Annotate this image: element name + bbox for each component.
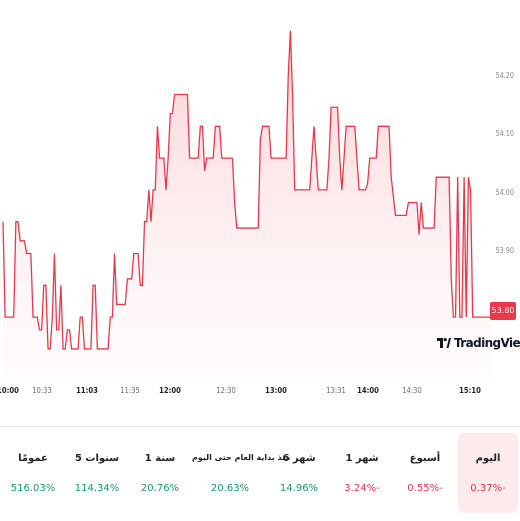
performance-periods: عمومًا 516.03% 5 سنوات 114.34% 1 سنة 20.…	[0, 426, 520, 521]
x-tick-label: 14:00	[357, 386, 379, 395]
period-change-value: 14.96%	[279, 483, 319, 494]
period-all-time[interactable]: عمومًا 516.03%	[6, 427, 60, 521]
period-label: 1 سنة	[144, 453, 176, 464]
period-label: أسبوع	[409, 453, 441, 464]
period-label: 5 سنوات	[74, 453, 120, 464]
y-tick-label: 54.20	[495, 71, 514, 80]
x-tick-label: 14:30	[402, 386, 422, 395]
period-label: منذ بداية العام حتى اليوم	[192, 453, 291, 462]
tradingview-logo[interactable]: TradingView	[437, 336, 520, 350]
price-line	[2, 30, 492, 350]
period-change-value: 20.76%	[140, 483, 180, 494]
period-1-week[interactable]: أسبوع 0.55%-	[396, 427, 454, 521]
tradingview-logo-text: TradingView	[454, 336, 520, 350]
period-today[interactable]: اليوم 0.37%-	[458, 433, 518, 513]
last-price-badge: 53.80	[490, 302, 516, 320]
x-tick-label: 10:00	[0, 386, 19, 395]
price-area-fill	[3, 30, 492, 379]
period-6-months[interactable]: 6 شهر 14.96%	[272, 427, 326, 521]
period-change-value: 0.55%-	[407, 483, 443, 494]
x-tick-label: 10:33	[32, 386, 52, 395]
x-tick-label: 12:00	[159, 386, 181, 395]
period-label: 1 شهر	[345, 453, 379, 464]
x-tick-label: 12:30	[216, 386, 236, 395]
period-change-value: 516.03%	[10, 483, 56, 494]
period-5-years[interactable]: 5 سنوات 114.34%	[68, 427, 126, 521]
period-label: 6 شهر	[282, 453, 316, 464]
x-tick-label: 13:31	[326, 386, 346, 395]
x-tick-label: 13:00	[265, 386, 287, 395]
y-tick-label: 54.10	[495, 129, 514, 138]
period-1-month[interactable]: 1 شهر 3.24%-	[334, 427, 390, 521]
price-chart[interactable]	[0, 0, 520, 400]
period-change-value: 20.63%	[210, 483, 250, 494]
y-tick-label: 53.90	[495, 246, 514, 255]
period-change-value: 0.37%-	[470, 483, 506, 494]
x-tick-label: 11:03	[76, 386, 98, 395]
period-change-value: 114.34%	[74, 483, 120, 494]
period-label: عمومًا	[18, 453, 48, 464]
x-tick-label: 11:35	[120, 386, 140, 395]
period-ytd[interactable]: منذ بداية العام حتى اليوم 20.63%	[192, 427, 291, 521]
y-tick-label: 54.00	[495, 188, 514, 197]
period-change-value: 3.24%-	[344, 483, 380, 494]
x-tick-label: 15:10	[459, 386, 481, 395]
period-label: اليوم	[475, 453, 501, 464]
period-1-year[interactable]: 1 سنة 20.76%	[132, 427, 188, 521]
tradingview-logo-icon	[437, 337, 451, 348]
